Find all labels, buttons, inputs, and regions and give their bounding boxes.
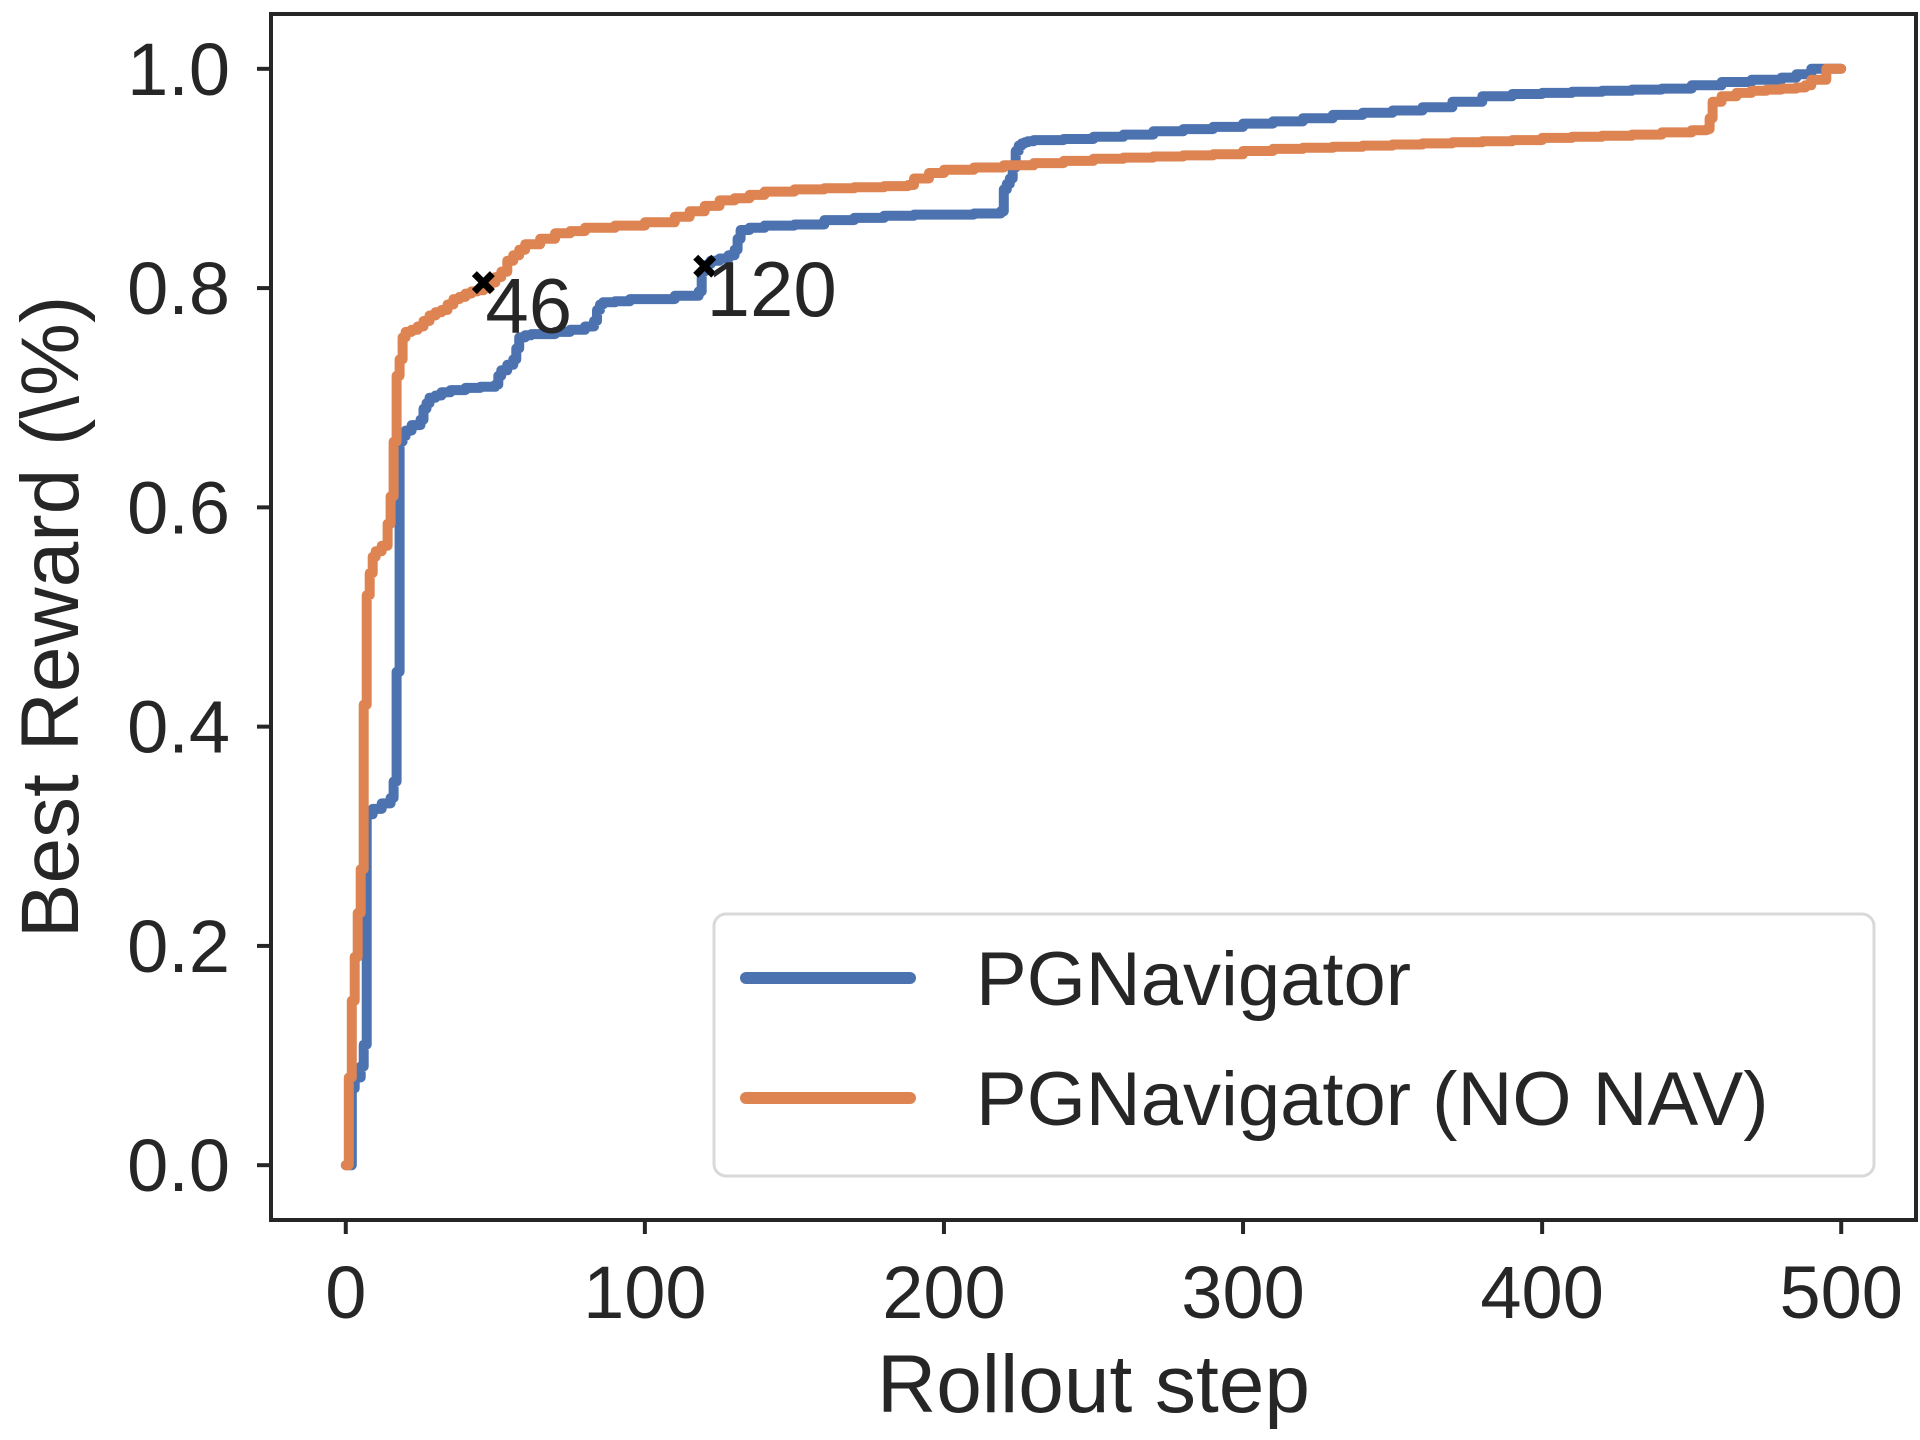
x-tick-label: 100 — [583, 1251, 706, 1334]
plot-frame — [269, 12, 1918, 1222]
y-tick-label: 0.6 — [127, 466, 230, 549]
y-tick-label: 0.0 — [127, 1124, 230, 1207]
x-tick-label: 300 — [1181, 1251, 1304, 1334]
annotation-layer: 46 120 — [471, 245, 837, 350]
legend-label-0: PGNavigator — [976, 937, 1411, 1022]
legend-label-1: PGNavigator (NO NAV) — [976, 1057, 1769, 1142]
y-axis-ticks: 0.0 0.2 0.4 0.6 0.8 1.0 — [127, 28, 271, 1207]
series-line-0 — [340, 63, 1847, 1171]
annotation-label: 120 — [707, 245, 837, 333]
annotation-label: 46 — [485, 262, 572, 350]
legend: PGNavigator PGNavigator (NO NAV) — [712, 912, 1876, 1178]
y-tick-label: 0.2 — [127, 905, 230, 988]
x-axis-title: Rollout step — [877, 1339, 1310, 1430]
x-tick-label: 400 — [1480, 1251, 1603, 1334]
x-marker-stroke — [471, 271, 495, 295]
series-line-1 — [340, 63, 1847, 1171]
annotation-marker-0 — [471, 271, 495, 295]
legend-box — [712, 912, 1876, 1178]
annotation-marker-1 — [693, 254, 717, 278]
y-tick-label: 0.8 — [127, 247, 230, 330]
y-axis-title: Best Reward (\%) — [5, 296, 96, 939]
plot-border — [269, 12, 1918, 1222]
x-tick-label: 0 — [325, 1251, 366, 1334]
series-layer — [340, 63, 1847, 1171]
y-tick-label: 1.0 — [127, 28, 230, 111]
x-tick-label: 500 — [1779, 1251, 1902, 1334]
x-marker-stroke — [693, 254, 717, 278]
y-tick-label: 0.4 — [127, 686, 230, 769]
x-axis-ticks: 0 100 200 300 400 500 — [325, 1220, 1903, 1334]
x-tick-label: 200 — [882, 1251, 1005, 1334]
